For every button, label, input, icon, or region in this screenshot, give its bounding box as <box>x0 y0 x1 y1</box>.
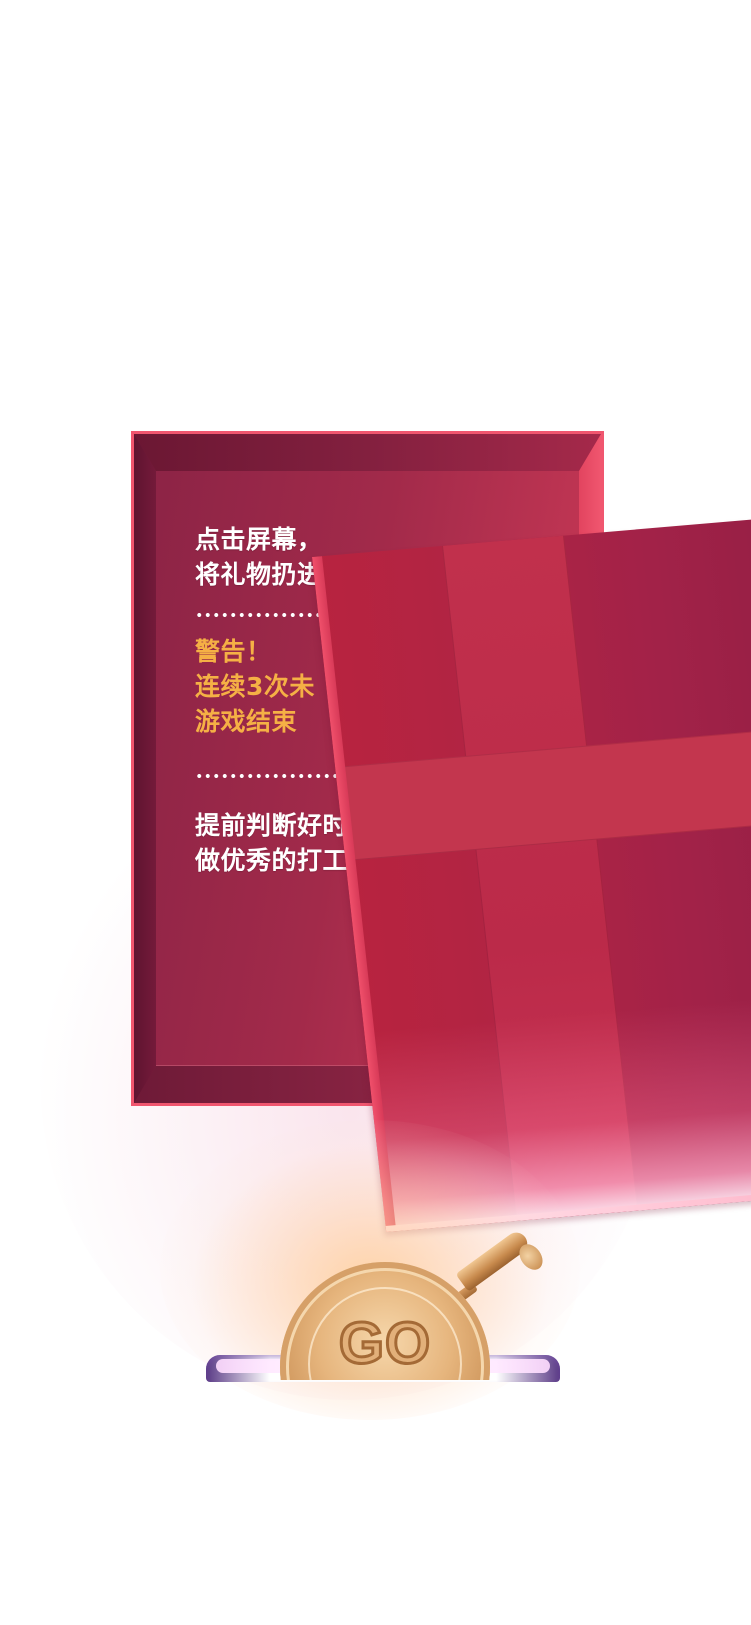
tip-line-2: 做优秀的打工 <box>195 846 349 875</box>
instruction-line-1: 点击屏幕， <box>195 525 323 554</box>
go-label: GO <box>337 1310 432 1378</box>
tip-block: 提前判断好时 做优秀的打工 <box>195 808 348 878</box>
go-button[interactable]: GO <box>270 1255 500 1380</box>
tip-line-1: 提前判断好时 <box>195 811 349 840</box>
box-bevel-top <box>134 434 601 471</box>
warning-line-2: 游戏结束 <box>195 707 298 736</box>
how-to-play-block: 点击屏幕， 将礼物扔进 <box>195 522 323 592</box>
warning-block: 警告！ 连续3次未 游戏结束 <box>195 634 315 739</box>
warning-line-1: 连续3次未 <box>195 672 315 701</box>
box-bevel-left <box>134 434 156 1103</box>
warning-title: 警告！ <box>195 637 272 666</box>
go-coin[interactable]: GO <box>280 1262 490 1380</box>
instruction-line-2: 将礼物扔进 <box>195 560 323 589</box>
